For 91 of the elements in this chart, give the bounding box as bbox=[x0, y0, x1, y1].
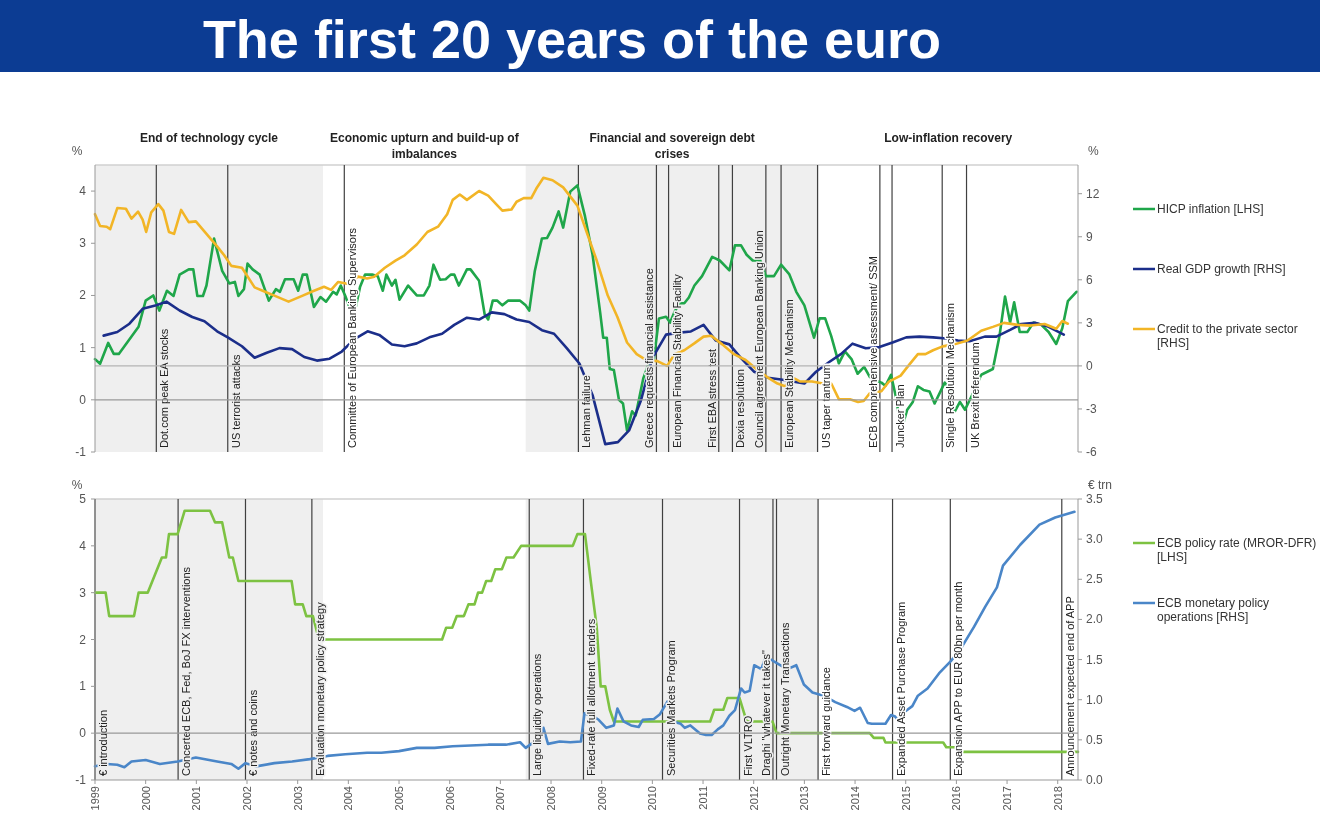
y2-tick-label: 9 bbox=[1086, 229, 1093, 244]
y-tick-label: 3 bbox=[79, 585, 87, 600]
x-tick-label: 2004 bbox=[342, 786, 355, 811]
ref-line-label: Juncker Plan bbox=[894, 384, 907, 448]
ref-line-label: UK Brexit referendum bbox=[968, 342, 981, 448]
y2-tick-label: 3.0 bbox=[1086, 532, 1104, 547]
x-tick-label: 2005 bbox=[393, 786, 406, 811]
legend-label: Real GDP growth [RHS] bbox=[1157, 262, 1286, 276]
ref-line-label: Evaluation monetary policy strategy bbox=[313, 601, 326, 776]
y2-tick-label: 0.0 bbox=[1086, 773, 1104, 787]
ref-line-label: ECB comprehensive assessment/ SSM bbox=[866, 256, 879, 448]
x-tick-label: 1999 bbox=[89, 786, 101, 811]
x-tick-label: 2001 bbox=[190, 786, 203, 811]
text: End of technology cycle bbox=[139, 131, 279, 145]
ref-line-label: European Stability Mechanism bbox=[783, 299, 796, 448]
x-tick-label: 2003 bbox=[291, 786, 304, 811]
y-axis-title: % bbox=[71, 144, 83, 158]
text: Low-inflation recovery bbox=[884, 131, 1013, 145]
legend-label: ECB monetary policy operations [RHS] bbox=[1157, 596, 1270, 624]
text: Financial and sovereign debt crises bbox=[589, 131, 755, 161]
text: Economic upturn and build-up of imbalances bbox=[330, 131, 520, 161]
y2-tick-label: 0.5 bbox=[1086, 732, 1104, 747]
y-tick-label: 0 bbox=[79, 392, 87, 407]
x-tick-label: 2010 bbox=[646, 786, 659, 811]
y2-axis-title: € trn bbox=[1088, 478, 1113, 492]
ref-line-label: Announcement expected end of APP bbox=[1063, 596, 1076, 776]
y2-tick-label: -3 bbox=[1086, 401, 1097, 416]
y2-tick-label: 3 bbox=[1086, 315, 1093, 330]
ref-line-label: Greece requests financial assistance bbox=[643, 268, 656, 448]
ref-line-label: Expansion APP to EUR 80bn per month bbox=[952, 581, 965, 776]
y2-tick-label: 2.5 bbox=[1086, 572, 1104, 587]
y-tick-label: 4 bbox=[79, 184, 87, 199]
y2-tick-label: 3.5 bbox=[1086, 492, 1104, 506]
ref-line-label: Committee of European Banking Supervisors bbox=[346, 227, 359, 448]
x-tick-label: 2008 bbox=[545, 786, 558, 811]
ref-line-label: Draghi "whatever it takes" bbox=[759, 650, 772, 776]
y-tick-label: 2 bbox=[79, 288, 87, 303]
x-tick-label: 2002 bbox=[241, 786, 254, 811]
ref-line-label: Council agreement European Banking Union bbox=[752, 230, 765, 448]
ref-line-label: € notes and coins bbox=[247, 689, 260, 776]
ref-line-label: Concerted ECB, Fed, BoJ FX interventions bbox=[180, 566, 193, 776]
chart-title: The first 20 years of the euro bbox=[202, 9, 942, 69]
y-tick-label: -1 bbox=[75, 773, 87, 787]
y-tick-label: 0 bbox=[79, 726, 87, 741]
y-tick-label: 2 bbox=[79, 632, 87, 647]
y-tick-label: 5 bbox=[79, 492, 87, 506]
y-tick-label: 1 bbox=[79, 340, 87, 355]
ref-line-label: Large liquidity operations bbox=[531, 653, 544, 776]
y-tick-label: 1 bbox=[79, 679, 87, 694]
x-tick-label: 2017 bbox=[1001, 786, 1014, 811]
ref-line-label: First VLTRO bbox=[741, 715, 754, 776]
legend-label: HICP inflation [LHS] bbox=[1157, 202, 1264, 216]
y-axis-title: % bbox=[71, 478, 83, 492]
y2-tick-label: 1.0 bbox=[1086, 692, 1104, 707]
ref-line-label: Single Resolution Mechanism bbox=[944, 303, 957, 448]
ref-line-label: First EBA stress test bbox=[705, 348, 718, 448]
y-tick-label: -1 bbox=[75, 445, 87, 459]
ref-line-label: Fixed-rate full allotment tenders bbox=[585, 618, 598, 776]
x-tick-label: 2014 bbox=[849, 786, 862, 811]
ref-line-label: Dexia resolution bbox=[734, 369, 747, 448]
ref-line-label: Dot.com peak EA stocks bbox=[158, 328, 171, 448]
ref-line-label: Expanded Asset Purchase Program bbox=[894, 601, 907, 776]
x-tick-label: 2012 bbox=[747, 786, 760, 811]
y-tick-label: 3 bbox=[79, 236, 87, 251]
y2-tick-label: 6 bbox=[1086, 272, 1093, 287]
legend-label: ECB policy rate (MROR-DFR) [LHS] bbox=[1157, 536, 1317, 564]
ref-line-label: € introduction bbox=[97, 709, 109, 776]
legend-label: Credit to the private sector [RHS] bbox=[1157, 322, 1298, 350]
x-tick-label: 2018 bbox=[1051, 786, 1064, 811]
x-tick-label: 2016 bbox=[950, 786, 963, 811]
ref-line-label: US taper tantrum bbox=[819, 364, 832, 448]
x-tick-label: 2013 bbox=[798, 786, 811, 811]
y-tick-label: 4 bbox=[79, 538, 87, 553]
y2-axis-title: % bbox=[1088, 144, 1099, 158]
ref-line-label: US terrorist attacks bbox=[229, 353, 242, 448]
y2-tick-label: -6 bbox=[1086, 445, 1097, 459]
ref-line-label: European Financial Stability Facility bbox=[670, 273, 683, 448]
ref-line-label: Outright Monetary Transactions bbox=[778, 622, 791, 776]
x-tick-label: 2000 bbox=[139, 786, 152, 811]
x-tick-label: 2011 bbox=[697, 786, 710, 810]
y2-tick-label: 0 bbox=[1086, 358, 1093, 373]
ref-line-label: Lehman failure bbox=[580, 375, 593, 448]
y2-tick-label: 1.5 bbox=[1086, 652, 1104, 667]
y2-tick-label: 12 bbox=[1086, 186, 1100, 201]
x-tick-label: 2007 bbox=[494, 786, 507, 811]
x-tick-label: 2009 bbox=[595, 786, 608, 811]
ref-line-label: First forward guidance bbox=[820, 667, 833, 776]
y2-tick-label: 2.0 bbox=[1086, 612, 1104, 627]
ref-line-label: Securities Markets Program bbox=[664, 640, 677, 776]
x-tick-label: 2006 bbox=[443, 786, 456, 811]
x-tick-label: 2015 bbox=[899, 786, 912, 811]
